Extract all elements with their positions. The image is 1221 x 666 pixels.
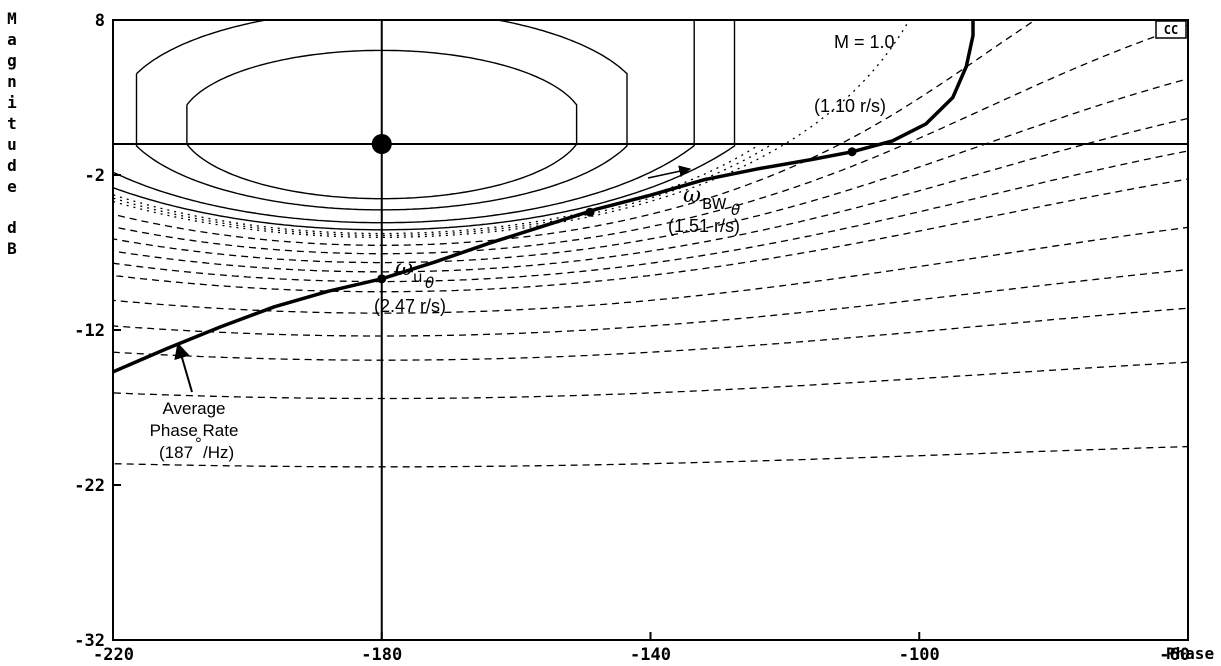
critical-point-marker — [371, 134, 392, 154]
nichols-contour-grid — [113, 20, 1188, 468]
response-point-markers — [377, 147, 857, 284]
phase-rate-line-3: (187 — [159, 443, 193, 462]
phase-rate-degree: ° — [195, 434, 202, 453]
point-1-10-value: (1.10 r/s) — [814, 96, 886, 116]
m-contour-label: M = 1.0 — [834, 32, 895, 52]
omega-u-symbol: ω — [395, 256, 413, 281]
y-tick-label: -22 — [74, 476, 105, 496]
phase-rate-line-2: Phase Rate — [150, 421, 239, 440]
y-axis-title-char: d — [7, 156, 17, 175]
omega-bw-symbol: ω — [683, 183, 701, 208]
y-axis-title-char: d — [7, 218, 17, 237]
x-axis-ticks: -220 -180 -140 -100 -60 — [93, 632, 1190, 665]
response-curve — [113, 20, 975, 374]
omega-bw-sub: BW — [702, 195, 727, 213]
nichols-contour — [113, 150, 1188, 283]
nichols-contour — [135, 20, 628, 211]
omega-u-sub: u — [413, 268, 423, 286]
y-axis-title-char: t — [7, 114, 17, 133]
response-point — [847, 147, 857, 157]
y-axis-title-char: M — [7, 9, 17, 28]
omega-u-subsub: θ — [425, 274, 434, 292]
omega-bw-value: (1.51 r/s) — [668, 216, 740, 236]
y-axis-title-char: u — [7, 135, 17, 154]
nichols-contour — [113, 226, 1188, 314]
x-tick-label: -220 — [93, 645, 134, 665]
y-tick-label: -12 — [74, 321, 105, 341]
nichols-contour — [113, 307, 1188, 361]
y-axis-title-char: a — [7, 30, 17, 49]
omega-bw-arrow — [647, 165, 692, 179]
response-point — [585, 207, 595, 217]
y-axis-title-char: B — [7, 239, 17, 258]
frequency-response-series — [113, 20, 975, 374]
nichols-contour — [113, 361, 1188, 400]
y-axis-ticks: 8 -2 -12 -22 -32 — [74, 11, 121, 651]
cc-badge-text: CC — [1164, 23, 1178, 37]
nichols-contour — [113, 144, 772, 237]
x-tick-label: -140 — [630, 645, 671, 665]
y-axis-title-char: i — [7, 93, 17, 112]
omega-u-label: ω u θ — [395, 256, 434, 292]
x-tick-label: -60 — [1159, 645, 1190, 665]
y-axis-title-char: n — [7, 72, 17, 91]
response-point — [377, 274, 387, 284]
nichols-contour — [113, 20, 695, 224]
x-tick-label: -180 — [361, 645, 402, 665]
y-axis-title-char: e — [7, 177, 17, 196]
y-tick-label: -32 — [74, 631, 105, 651]
nichols-contour — [113, 117, 1188, 273]
y-axis-title-char: g — [7, 51, 17, 70]
y-tick-label: 8 — [95, 11, 105, 31]
plot-frame — [112, 19, 1189, 641]
omega-u-value: (2.47 r/s) — [374, 296, 446, 316]
omega-bw-subsub: θ — [731, 201, 740, 219]
nichols-contour — [113, 178, 1188, 293]
phase-rate-arrow — [174, 342, 193, 393]
omega-bw-label: ω BW θ — [683, 183, 740, 219]
x-axis-title: Phase — [1166, 644, 1214, 663]
phase-rate-line-1: Average — [162, 399, 225, 418]
x-tick-label: -100 — [899, 645, 940, 665]
cc-badge: CC — [1155, 20, 1187, 39]
phase-rate-line-4: /Hz) — [203, 443, 234, 462]
nichols-contour — [113, 20, 911, 238]
y-tick-label: -2 — [85, 166, 105, 186]
nichols-contour — [113, 20, 736, 231]
